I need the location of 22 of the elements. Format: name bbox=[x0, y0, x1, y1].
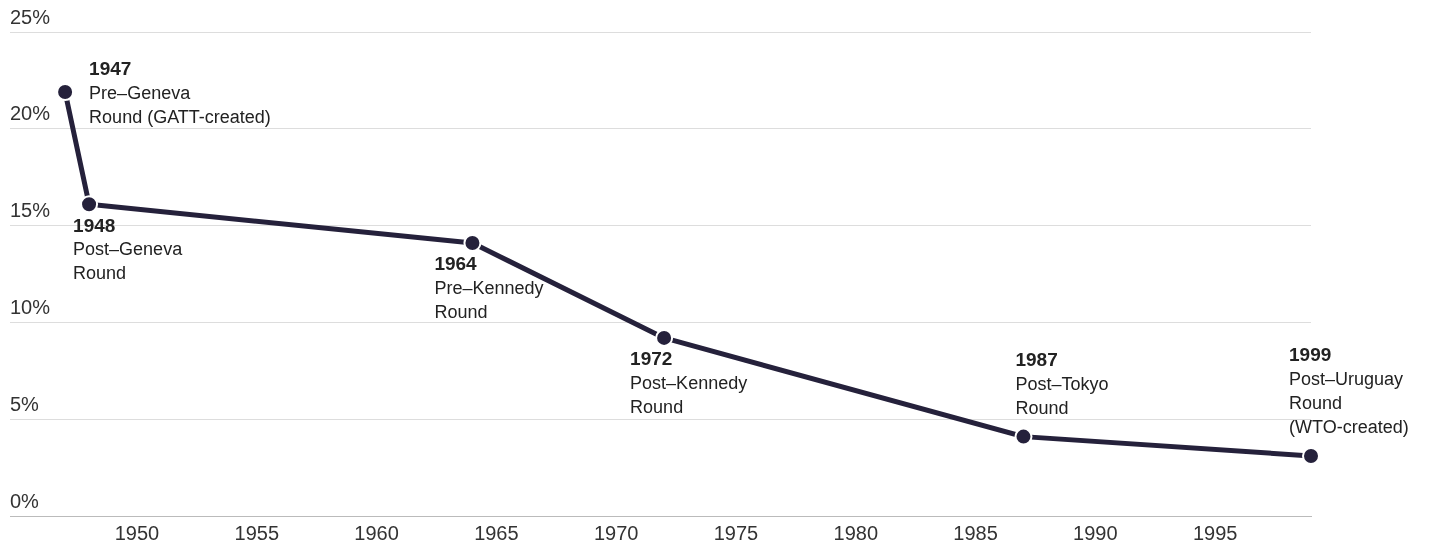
x-tick-label: 1950 bbox=[114, 521, 160, 544]
x-tick-label: 1965 bbox=[474, 521, 519, 544]
annotation: 1999 Post–Uruguay Round (WTO-created) bbox=[1289, 344, 1409, 437]
annotation: 1972 Post–Kennedy Round bbox=[630, 348, 748, 417]
annotation: 1948 Post–Geneva Round bbox=[73, 214, 184, 284]
y-tick-label: 10% bbox=[10, 295, 51, 318]
x-tick-label: 1990 bbox=[1073, 521, 1118, 544]
x-tick-label: 1995 bbox=[1192, 521, 1238, 544]
annotation: 1964 Pre–Kennedy Round bbox=[434, 253, 544, 322]
x-tick-label: 1975 bbox=[713, 521, 759, 544]
x-tick-label: 1985 bbox=[953, 521, 998, 544]
x-tick-label: 1970 bbox=[593, 521, 639, 544]
y-tick-label: 5% bbox=[10, 392, 40, 415]
x-tick-label: 1980 bbox=[833, 521, 879, 544]
y-tick-label: 25% bbox=[10, 5, 51, 28]
annotation: 1947 Pre–Geneva Round (GATT-created) bbox=[89, 58, 271, 127]
y-tick-label: 15% bbox=[10, 199, 51, 222]
annotation: 1987 Post–Tokyo Round bbox=[1015, 348, 1109, 418]
y-tick-label: 0% bbox=[10, 489, 40, 512]
x-tick-label: 1955 bbox=[234, 521, 280, 544]
y-tick-label: 20% bbox=[10, 102, 51, 125]
x-tick-label: 1960 bbox=[354, 521, 399, 544]
